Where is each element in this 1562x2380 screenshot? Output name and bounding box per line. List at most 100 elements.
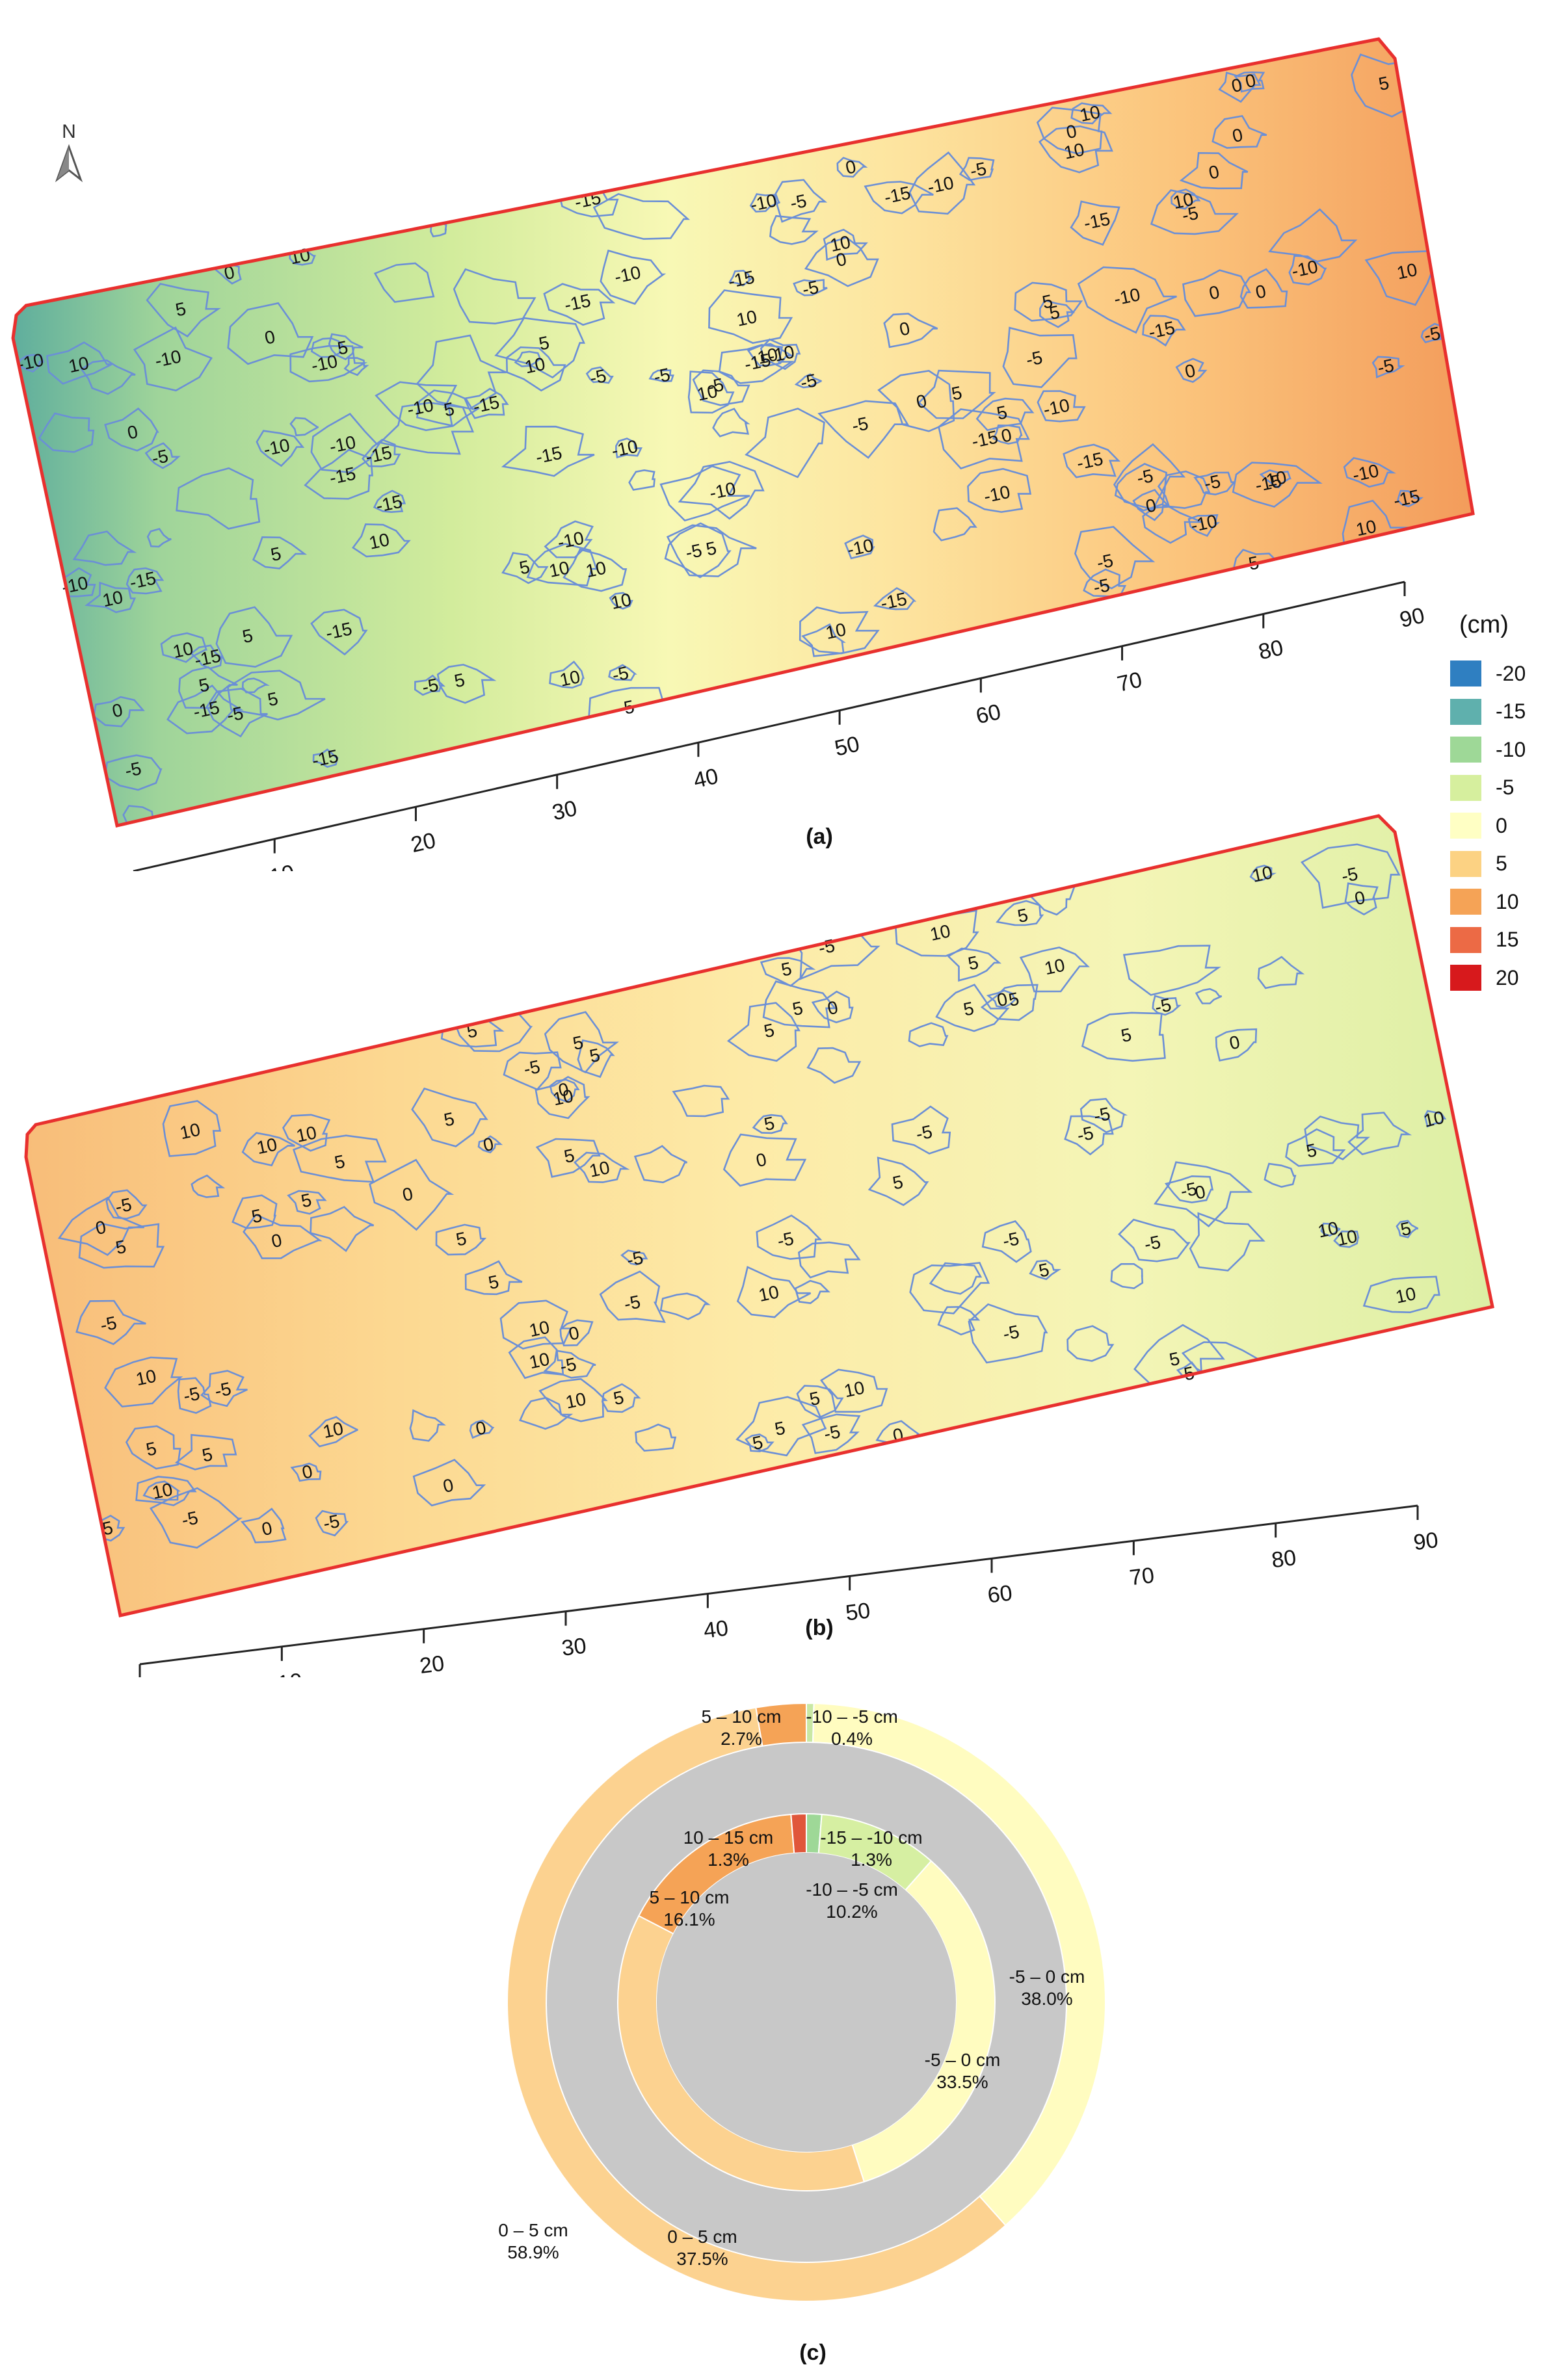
contour-label: 5 [1007, 988, 1021, 1010]
contour-line [1344, 882, 1379, 916]
contour-line [1063, 443, 1121, 478]
contour-label: 0 [401, 1183, 415, 1205]
contour-line [549, 660, 585, 689]
contour-label: 0 [843, 156, 858, 178]
contour-line [369, 1158, 455, 1231]
contour-line [1397, 490, 1424, 508]
contour-label: 10 [609, 589, 633, 613]
donut-slice-outer [812, 1703, 1106, 2227]
legend-item: 0 [1450, 807, 1554, 845]
contour-line [799, 606, 880, 655]
contour-line [883, 313, 938, 348]
contour-line [592, 193, 691, 240]
contour-label: 10 [367, 529, 391, 553]
contour-label: 5 [750, 1432, 765, 1454]
axis-tick-label: 30 [550, 796, 579, 825]
contour-line [1285, 1128, 1346, 1167]
contour-label: 10 [178, 1119, 202, 1144]
contour-line [505, 346, 566, 392]
contour-line [1038, 125, 1113, 174]
contour-line [996, 900, 1044, 926]
contour-line [1249, 865, 1277, 882]
contour-line [929, 1262, 983, 1295]
contour-line [508, 1336, 564, 1380]
contour-label: 0 [826, 997, 840, 1019]
contour-line [615, 438, 642, 459]
panel-label-b: (b) [805, 1615, 834, 1640]
axis-tick-label: 90 [1397, 603, 1427, 633]
contour-line [1257, 956, 1305, 989]
contour-label: 5 [791, 998, 805, 1020]
contour-label: 0 [1193, 1181, 1208, 1203]
legend-swatch [1450, 889, 1481, 915]
contour-line [933, 507, 977, 542]
contour-label: 10 [828, 231, 853, 255]
contour-label: 0 [474, 1417, 488, 1439]
contour-line [304, 449, 373, 500]
contour-label: 5 [537, 332, 551, 354]
contour-line [1066, 1325, 1115, 1362]
donut-slice-label: 0 – 5 cm [498, 2220, 568, 2240]
contour-line [78, 1223, 165, 1269]
contour-line [773, 179, 828, 223]
contour-line [1239, 268, 1288, 309]
donut-slice-value: 58.9% [507, 2242, 559, 2262]
contour-label: 5 [808, 1388, 822, 1410]
contour-line [411, 1087, 488, 1147]
axis-tick-label: 50 [844, 1598, 871, 1625]
contour-line [1079, 1097, 1128, 1134]
contour-label: 5 [1037, 1259, 1052, 1281]
donut-slice-value: 38.0% [1021, 1989, 1072, 2009]
contour-label: 0 [481, 1134, 496, 1156]
contour-label: 0 [1065, 121, 1079, 143]
contour-label: 5 [962, 998, 976, 1020]
contour-line [633, 1145, 688, 1184]
contour-line [549, 1079, 580, 1103]
contour-line [1002, 326, 1078, 388]
contour-line [1259, 469, 1291, 489]
contour-line [1187, 514, 1221, 537]
contour-line [105, 1189, 148, 1220]
contour-line [494, 317, 586, 379]
donut-slice-outer [507, 1707, 1007, 2302]
donut-slice-inner [790, 1812, 807, 1854]
axis-tick-label: 60 [973, 700, 1003, 729]
contour-line [1343, 456, 1396, 488]
contour-line [794, 1279, 830, 1304]
contour-line [1215, 1028, 1258, 1062]
contour-lines-a [16, 53, 1445, 826]
legend-item: 5 [1450, 845, 1554, 883]
contour-line [160, 632, 207, 663]
contour-line [205, 688, 268, 738]
contour-line [563, 548, 628, 592]
contour-label: 5 [241, 625, 255, 647]
contour-line [310, 608, 368, 656]
field-a-boundary [11, 37, 1475, 828]
legend-label: 20 [1496, 965, 1519, 989]
contour-line [801, 623, 846, 657]
contour-label: 10 [735, 306, 759, 330]
contour-label: 10 [1042, 955, 1066, 979]
contour-label: 5 [269, 543, 283, 566]
legend-label: 10 [1496, 889, 1519, 913]
axis-tick-label: 40 [702, 1615, 730, 1643]
contour-line [794, 373, 822, 389]
legend: (cm) -20 -15 -10 -5 0 5 10 15 20 [1450, 611, 1554, 997]
contour-line [162, 1100, 221, 1157]
contour-line [628, 469, 655, 491]
elevation-map-a: 5-155-5-15-10-1500510-100-5-15-10-50-5-1… [11, 37, 1475, 921]
contour-line [16, 354, 45, 373]
contour-label: 10 [1335, 1226, 1359, 1250]
contour-label: 0 [999, 425, 1014, 447]
contour-label: 10 [1395, 259, 1419, 283]
map-panel-b: 5 0 5 0 10 5 -5 5 10 -5 5 -5 10 5 5 5 0 5 0 10 -5 10 5 5 10 5 0 10-… [0, 806, 1562, 1713]
contour-line [1142, 506, 1202, 544]
contour-line [1182, 269, 1252, 317]
contour-line [1304, 1115, 1370, 1160]
contour-line [1164, 1175, 1214, 1204]
contour-line [672, 1084, 730, 1118]
contour-line [191, 1174, 226, 1198]
contour-line [1347, 1112, 1412, 1155]
contour-line [760, 338, 801, 371]
